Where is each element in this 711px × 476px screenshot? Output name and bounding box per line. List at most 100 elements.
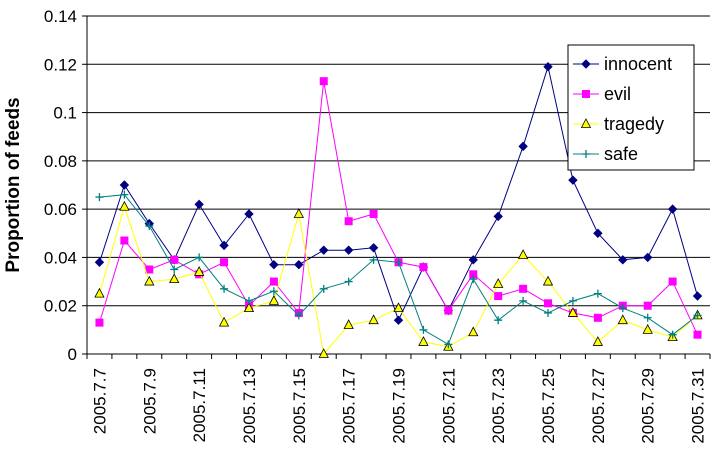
- data-point-innocent: [393, 315, 404, 325]
- legend-item-evil: evil: [573, 84, 631, 104]
- series-innocent: [94, 61, 703, 325]
- x-tick-label: 2005.7.21: [439, 368, 458, 444]
- legend-label: innocent: [604, 54, 672, 74]
- y-tick-label: 0.12: [44, 55, 77, 74]
- data-point-evil: [344, 217, 353, 226]
- data-point-evil: [668, 277, 677, 286]
- data-point-safe: [369, 255, 378, 264]
- data-point-tragedy: [169, 273, 180, 284]
- data-point-innocent: [368, 243, 379, 253]
- data-point-innocent: [667, 204, 678, 214]
- data-point-safe: [195, 253, 204, 262]
- y-tick-label: 0.06: [44, 200, 77, 219]
- grid-lines: [87, 15, 710, 307]
- data-point-innocent: [543, 61, 553, 72]
- data-point-innocent: [568, 175, 578, 185]
- legend-label: safe: [604, 144, 638, 164]
- data-point-tragedy: [517, 249, 529, 259]
- legend-item-tragedy: tragedy: [573, 114, 664, 134]
- data-point-evil: [220, 258, 229, 267]
- data-point-tragedy: [144, 275, 155, 286]
- data-point-tragedy: [293, 208, 304, 218]
- data-point-evil: [269, 277, 278, 286]
- data-point-evil: [693, 330, 702, 339]
- data-point-innocent: [294, 259, 304, 270]
- data-point-safe: [668, 330, 677, 339]
- x-tick-label: 2005.7.19: [390, 368, 409, 444]
- data-point-evil: [444, 306, 453, 315]
- data-point-evil: [593, 313, 602, 322]
- data-point-safe: [294, 311, 303, 320]
- y-axis-ticks: 0 0.02 0.04 0.06 0.08 0.1 0.12 0.14: [44, 7, 87, 364]
- data-point-safe: [269, 287, 278, 296]
- data-point-safe: [170, 265, 179, 274]
- data-point-evil: [643, 301, 652, 310]
- data-point-evil: [120, 236, 129, 245]
- series-tragedy: [94, 200, 703, 358]
- data-point-tragedy: [119, 200, 130, 211]
- data-point-tragedy: [418, 336, 429, 346]
- data-point-innocent: [319, 245, 329, 255]
- data-point-safe: [593, 289, 602, 298]
- x-tick-label: 2005.7.13: [240, 368, 259, 444]
- data-point-evil: [170, 255, 179, 264]
- y-tick-label: 0.04: [44, 248, 77, 267]
- x-tick-label: 2005.7.31: [689, 368, 708, 444]
- data-point-tragedy: [193, 266, 205, 276]
- series-line-tragedy: [99, 205, 698, 356]
- legend-label: tragedy: [604, 114, 664, 134]
- data-point-evil: [145, 265, 154, 274]
- data-point-evil: [519, 284, 528, 293]
- legend: innocent evil tragedy safe: [567, 44, 695, 171]
- x-axis-ticks: 2005.7.7 2005.7.9 2005.7.11 2005.7.13 2005.7…: [86, 354, 711, 444]
- data-point-tragedy: [343, 319, 354, 329]
- y-tick-label: 0.08: [44, 152, 77, 171]
- data-point-innocent: [593, 228, 603, 238]
- data-point-innocent: [618, 255, 628, 265]
- x-tick-label: 2005.7.25: [539, 368, 558, 444]
- data-point-evil: [494, 292, 503, 301]
- data-point-evil: [319, 77, 328, 86]
- data-point-safe: [544, 308, 553, 317]
- legend-marker: [582, 150, 590, 158]
- series-group: [94, 61, 703, 358]
- data-point-safe: [145, 222, 154, 231]
- data-point-innocent: [219, 240, 229, 251]
- legend-marker: [582, 90, 590, 98]
- y-tick-label: 0.02: [44, 297, 77, 316]
- data-point-innocent: [343, 245, 354, 255]
- y-tick-label: 0: [68, 345, 77, 364]
- data-point-tragedy: [617, 314, 628, 325]
- data-point-tragedy: [642, 324, 653, 334]
- data-point-tragedy: [567, 307, 579, 317]
- data-point-safe: [693, 311, 702, 320]
- data-point-innocent: [269, 259, 279, 270]
- legend-marker: [580, 118, 592, 128]
- data-point-safe: [394, 258, 403, 267]
- data-point-safe: [568, 296, 577, 305]
- data-point-tragedy: [393, 302, 404, 313]
- x-tick-label: 2005.7.27: [589, 368, 608, 444]
- legend-item-innocent: innocent: [573, 54, 672, 74]
- y-tick-label: 0.14: [44, 7, 77, 26]
- data-point-safe: [494, 316, 503, 325]
- data-point-innocent: [468, 255, 478, 265]
- data-point-innocent: [518, 141, 528, 152]
- x-tick-label: 2005.7.7: [90, 368, 109, 434]
- data-point-tragedy: [318, 348, 329, 358]
- data-point-safe: [95, 193, 104, 202]
- data-point-safe: [419, 325, 428, 334]
- data-point-evil: [419, 263, 428, 272]
- data-point-innocent: [244, 209, 254, 219]
- data-point-tragedy: [268, 295, 280, 305]
- legend-box: [567, 44, 695, 171]
- data-point-safe: [469, 275, 478, 284]
- data-point-innocent: [493, 211, 503, 222]
- plot-area: [86, 16, 710, 355]
- data-point-tragedy: [493, 278, 504, 288]
- data-point-innocent: [194, 199, 204, 210]
- data-point-evil: [95, 318, 104, 327]
- x-tick-label: 2005.7.15: [290, 368, 309, 444]
- data-point-tragedy: [468, 326, 479, 337]
